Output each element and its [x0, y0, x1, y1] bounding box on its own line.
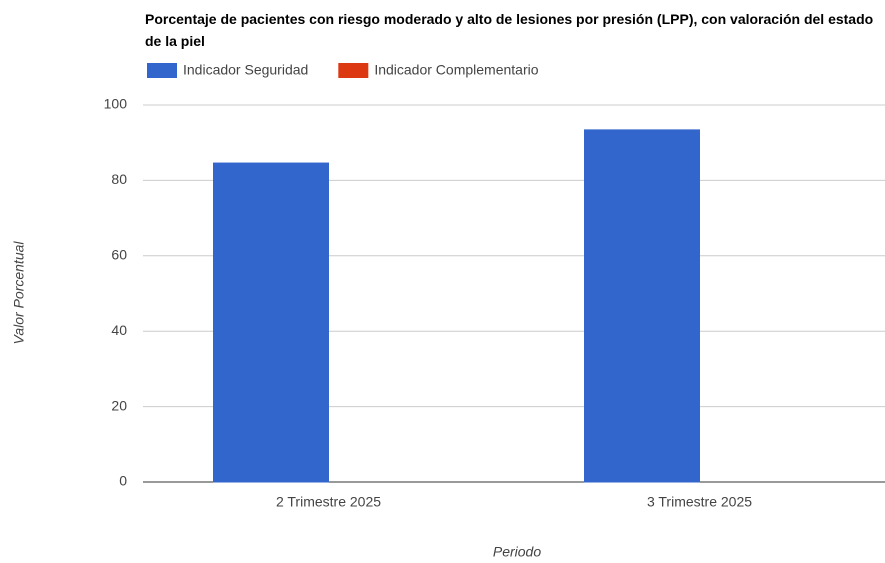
- bar: [213, 162, 329, 483]
- y-tick-label: 60: [111, 247, 127, 263]
- x-tick-label: 2 Trimestre 2025: [276, 494, 381, 510]
- legend-swatch: [338, 63, 369, 78]
- y-tick-label: 0: [119, 473, 127, 489]
- y-tick-label: 80: [111, 171, 127, 187]
- y-tick-label: 100: [104, 96, 128, 112]
- x-tick-label: 3 Trimestre 2025: [647, 494, 752, 510]
- y-tick-label: 40: [111, 322, 127, 338]
- y-axis-label: Valor Porcentual: [11, 241, 27, 345]
- y-tick-label: 20: [111, 397, 127, 413]
- bar: [584, 129, 700, 483]
- legend-label: Indicador Complementario: [374, 62, 538, 78]
- chart-title: Porcentaje de pacientes con riesgo moder…: [145, 11, 874, 49]
- x-axis-label: Periodo: [493, 544, 541, 560]
- legend-swatch: [147, 63, 177, 78]
- legend-label: Indicador Seguridad: [183, 62, 308, 78]
